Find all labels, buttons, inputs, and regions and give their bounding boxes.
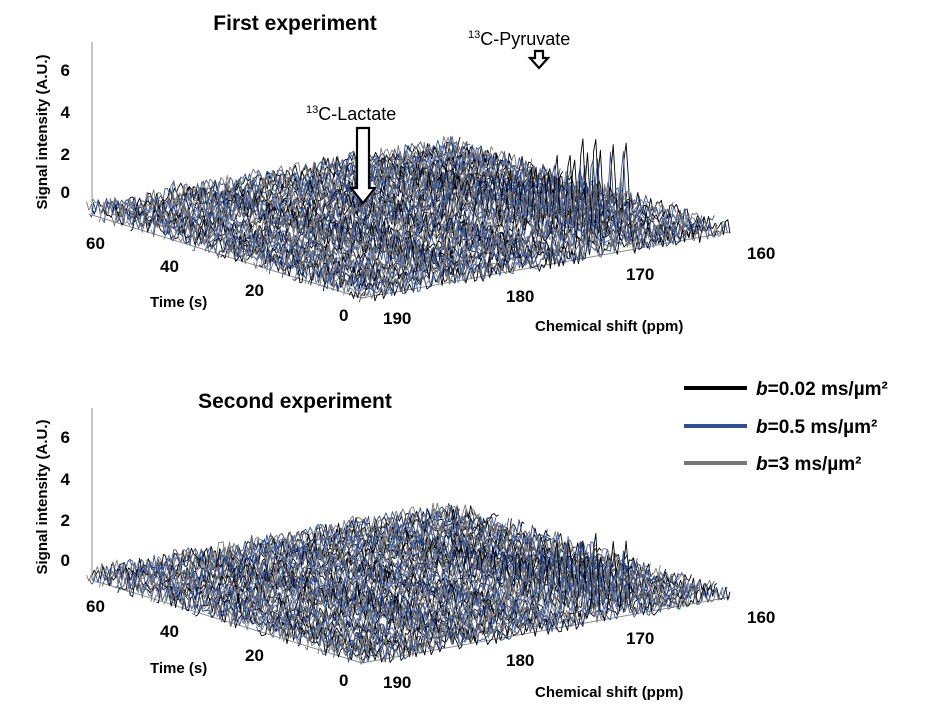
shift-tick-label: 180 — [506, 651, 534, 670]
spectrum-trace — [294, 553, 664, 643]
shift-axis-line — [361, 231, 731, 299]
legend-prefix: b — [756, 379, 768, 400]
spectrum-trace — [101, 141, 471, 223]
legend-label: =0.5 ms/µm² — [768, 417, 878, 438]
z-tick-label: 2 — [61, 511, 70, 530]
time-tick-label: 40 — [160, 257, 179, 276]
time-tick-label: 0 — [339, 671, 348, 690]
shift-axis-label: Chemical shift (ppm) — [535, 684, 683, 701]
svg-text:13C-Pyruvate: 13C-Pyruvate — [468, 29, 570, 49]
shift-tick-label: 170 — [626, 265, 654, 284]
legend: b=0.02 ms/µm² b=0.5 ms/µm² b=3 ms/µm² — [684, 379, 888, 475]
lactate-arrow-marker — [348, 126, 378, 205]
spectrum-trace — [86, 502, 455, 582]
time-tick-label: 20 — [245, 281, 264, 300]
legend-item: b=0.02 ms/µm² — [684, 379, 888, 400]
spectrum-trace — [217, 175, 587, 259]
time-tick-label: 20 — [245, 646, 264, 665]
annotation-superscript: 13 — [306, 104, 318, 116]
time-tick-label: 60 — [86, 597, 105, 616]
time-tick-label: 40 — [160, 622, 179, 641]
svg-text:b=0.02 ms/µm²: b=0.02 ms/µm² — [756, 379, 888, 400]
shift-axis-label: Chemical shift (ppm) — [535, 318, 683, 335]
spectrum-trace — [333, 541, 702, 658]
shift-tick-label: 190 — [383, 309, 411, 328]
shift-tick-label: 190 — [383, 673, 411, 692]
legend-item: b=0.5 ms/µm² — [684, 417, 877, 438]
time-tick-label: 0 — [339, 306, 348, 325]
z-axis-label: Signal intensity (A.U.) — [34, 419, 51, 574]
spectrum-trace — [214, 542, 584, 623]
z-tick-label: 4 — [61, 470, 71, 489]
time-axis-label: Time (s) — [150, 294, 207, 311]
spectra-surface — [86, 502, 731, 665]
z-tick-label: 2 — [61, 145, 70, 164]
time-axis-label: Time (s) — [150, 660, 207, 677]
z-tick-label: 4 — [61, 103, 71, 122]
spectrum-trace — [91, 504, 460, 580]
panel-title: First experiment — [213, 12, 376, 35]
legend-item: b=3 ms/µm² — [684, 454, 861, 475]
spectrum-trace — [240, 183, 610, 265]
shift-tick-label: 180 — [506, 287, 534, 306]
pyruvate-arrow-marker — [527, 49, 551, 70]
spectrum-trace — [356, 558, 726, 665]
svg-text:b=3 ms/µm²: b=3 ms/µm² — [756, 454, 861, 475]
annotation-label: C-Pyruvate — [480, 29, 570, 49]
spectrum-trace — [99, 140, 468, 223]
legend-prefix: b — [756, 417, 768, 438]
shift-axis-line — [361, 596, 731, 664]
spectrum-trace — [99, 504, 468, 588]
annotation-lactate: 13C-Lactate — [306, 104, 396, 205]
spectrum-trace — [317, 569, 687, 654]
panel-second-experiment: Second experiment 0 2 4 6 Signal intensi… — [34, 390, 775, 701]
annotation-superscript: 13 — [468, 29, 480, 41]
svg-text:13C-Lactate: 13C-Lactate — [306, 104, 396, 124]
panel-first-experiment: First experiment 0 2 4 6 Signal intensit… — [34, 12, 775, 335]
time-tick-label: 60 — [86, 234, 105, 253]
annotation-pyruvate: 13C-Pyruvate — [468, 29, 570, 70]
time-axis-line — [91, 214, 363, 299]
z-tick-label: 6 — [61, 61, 70, 80]
legend-label: =3 ms/µm² — [768, 454, 862, 475]
spectrum-trace — [356, 176, 725, 299]
shift-tick-label: 160 — [747, 608, 775, 627]
panel-title: Second experiment — [198, 390, 392, 413]
shift-tick-label: 160 — [747, 244, 775, 263]
spectrum-trace — [361, 532, 731, 663]
spectrum-trace — [291, 562, 661, 645]
annotation-label: C-Lactate — [318, 104, 396, 124]
shift-tick-label: 170 — [626, 629, 654, 648]
spectra-surface — [86, 135, 731, 303]
z-axis-label: Signal intensity (A.U.) — [34, 54, 51, 209]
legend-prefix: b — [756, 454, 768, 475]
z-tick-label: 0 — [61, 551, 70, 570]
spectrum-trace — [358, 151, 728, 303]
svg-text:b=0.5 ms/µm²: b=0.5 ms/µm² — [756, 417, 877, 438]
legend-label: =0.02 ms/µm² — [768, 379, 888, 400]
z-tick-label: 6 — [61, 428, 70, 447]
time-axis-line — [91, 579, 363, 664]
z-tick-label: 0 — [61, 183, 70, 202]
spectrum-trace — [114, 510, 484, 589]
spectrum-trace — [156, 155, 525, 236]
